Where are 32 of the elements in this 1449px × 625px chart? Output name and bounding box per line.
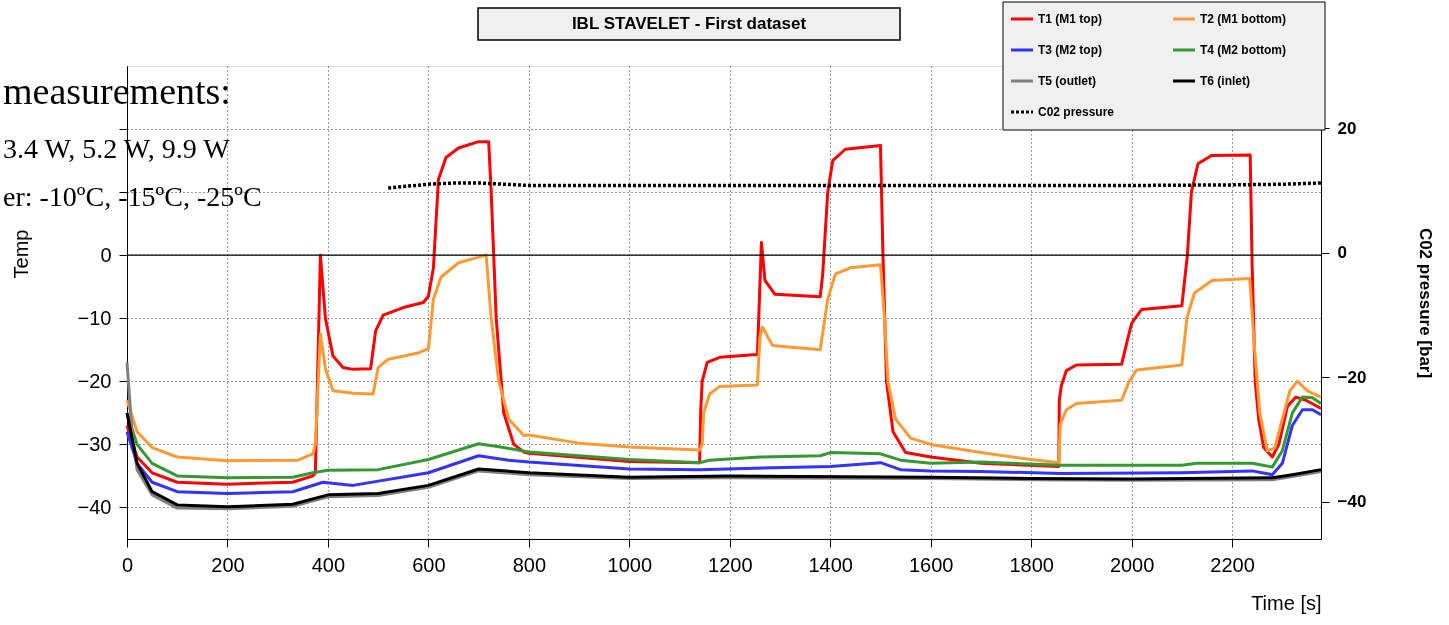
legend-label: T6 (inlet) <box>1200 74 1250 88</box>
x-tick-label: 600 <box>412 553 446 576</box>
x-tick-label: 1800 <box>1009 553 1054 576</box>
x-tick-label: 400 <box>311 553 346 576</box>
y-tick-label: 0 <box>100 243 112 266</box>
y-tick-label: −20 <box>77 369 112 392</box>
y2-tick-label: −20 <box>1337 367 1367 387</box>
legend-label: T5 (outlet) <box>1038 74 1096 88</box>
legend-label: T4 (M2 bottom) <box>1200 43 1286 57</box>
x-tick-label: 2000 <box>1109 553 1155 576</box>
chart-title: IBL STAVELET - First dataset <box>571 14 807 33</box>
x-tick-label: 1200 <box>708 553 753 576</box>
x-tick-label: 1400 <box>808 553 853 576</box>
x-tick-label: 200 <box>211 553 245 576</box>
x-tick-label: 1600 <box>908 553 954 576</box>
y2-axis-title: C02 pressure [bar] <box>1416 227 1436 379</box>
y-axis-title: Temp <box>10 229 32 279</box>
x-tick-label: 0 <box>121 553 134 576</box>
y-tick-label: −30 <box>77 432 112 455</box>
x-tick-label: 2200 <box>1210 553 1255 576</box>
y2-tick-label: −40 <box>1337 492 1367 512</box>
y2-tick-label: 0 <box>1337 243 1347 263</box>
x-tick-label: 1000 <box>607 553 653 576</box>
y-tick-label: −10 <box>77 306 112 329</box>
legend-label: T2 (M1 bottom) <box>1200 12 1286 26</box>
y-tick-label: −40 <box>77 495 112 518</box>
legend-label: T3 (M2 top) <box>1038 43 1102 57</box>
x-axis-title: Time [s] <box>1251 591 1322 614</box>
y2-tick-label: 20 <box>1337 118 1357 138</box>
x-tick-label: 800 <box>512 553 547 576</box>
legend-label: T1 (M1 top) <box>1038 12 1102 26</box>
legend-label: C02 pressure <box>1038 105 1115 119</box>
